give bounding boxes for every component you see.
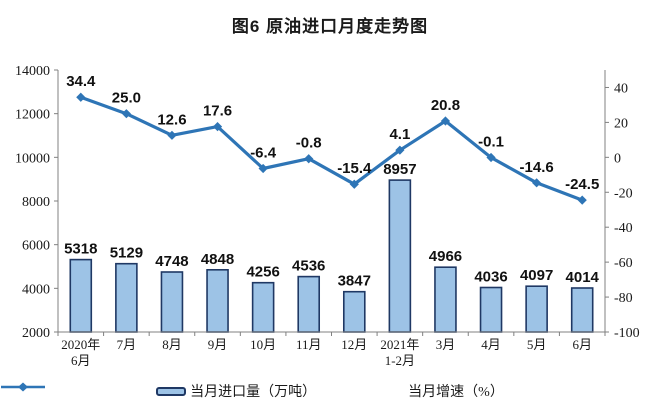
y-axis-left-tick-label: 8000 <box>22 195 50 210</box>
y-axis-right-tick-label: 40 <box>614 81 628 96</box>
line-value-label: 34.4 <box>66 73 96 90</box>
chart-legend: 当月进口量（万吨） 当月增速（%） <box>0 381 660 401</box>
chart-title: 图6 原油进口月度走势图 <box>231 17 429 36</box>
x-axis-category-label: 1-2月 <box>385 353 415 368</box>
x-axis-category-label: 12月 <box>341 337 367 352</box>
bar-value-label: 4966 <box>429 248 462 265</box>
x-axis-category-label: 7月 <box>117 337 137 352</box>
y-axis-left-tick-label: 12000 <box>15 108 50 123</box>
y-axis-left-tick-label: 6000 <box>22 239 50 254</box>
bar-7 <box>388 179 412 333</box>
y-axis-right-tick-label: -100 <box>614 326 640 341</box>
line-value-label: 25.0 <box>112 90 141 107</box>
bar-6 <box>342 290 366 333</box>
bar-9 <box>479 286 503 333</box>
line-marker <box>304 154 314 164</box>
line-value-label: 20.8 <box>431 97 460 114</box>
line-value-label: -6.4 <box>250 145 277 162</box>
x-axis-category-label: 8月 <box>162 337 182 352</box>
legend-line-marker <box>18 382 28 392</box>
y-axis-right-tick-label: -80 <box>614 291 633 306</box>
line-marker <box>440 116 451 126</box>
legend-label-imports: 当月进口量（万吨） <box>190 385 317 400</box>
y-axis-right-tick-label: 0 <box>614 151 621 166</box>
x-axis-category-label: 4月 <box>481 337 501 352</box>
line-value-label: -0.8 <box>296 135 322 152</box>
bar-0 <box>69 258 93 333</box>
x-axis-category-label: 2020年 <box>61 337 100 352</box>
bar-10 <box>525 285 548 333</box>
line-marker <box>577 195 587 205</box>
bar-value-label: 4097 <box>520 267 553 284</box>
line-value-label: 17.6 <box>203 103 232 120</box>
line-marker <box>395 145 405 155</box>
y-axis-left-tick-label: 14000 <box>15 64 50 79</box>
bar-value-label: 5129 <box>110 245 143 262</box>
bar-11 <box>570 287 594 333</box>
x-axis-category-label: 5月 <box>527 337 547 352</box>
line-value-label: -24.5 <box>565 176 599 193</box>
line-marker <box>349 179 359 189</box>
line-series-swatch-icon <box>1 382 45 392</box>
line-marker <box>76 92 86 102</box>
bar-value-label: 4036 <box>474 269 507 286</box>
line-value-label: 12.6 <box>157 111 186 128</box>
bar-8 <box>434 266 457 333</box>
line-value-label: -0.1 <box>478 134 504 151</box>
line-value-label: -14.6 <box>520 159 554 176</box>
legend-item-imports: 当月进口量（万吨） <box>156 381 316 401</box>
y-axis-right-tick-label: 20 <box>614 116 628 131</box>
bar-value-label: 4536 <box>292 258 325 275</box>
x-axis-category-label: 2021年 <box>380 337 419 352</box>
growth-line-series <box>79 95 584 202</box>
bar-1 <box>115 262 138 333</box>
y-axis-left-tick-label: 10000 <box>15 151 50 166</box>
bar-series-swatch-icon <box>156 386 187 396</box>
y-axis-right-tick-label: -60 <box>614 256 633 271</box>
x-axis-category-label: 3月 <box>436 337 456 352</box>
bar-value-label: 3847 <box>338 273 371 290</box>
line-marker <box>532 178 542 188</box>
bar-value-label: 5318 <box>64 241 97 258</box>
legend-item-growth: 当月增速（%） <box>1 381 504 401</box>
bar-3 <box>206 268 229 333</box>
x-axis-category-label: 9月 <box>208 337 228 352</box>
bar-2 <box>160 271 184 333</box>
bar-value-label: 8957 <box>383 161 416 178</box>
bar-5 <box>297 275 321 333</box>
line-marker <box>258 163 268 174</box>
x-axis-category-label: 6月 <box>71 353 91 368</box>
line-marker <box>121 109 131 119</box>
bar-4 <box>251 281 275 333</box>
bar-value-label: 4256 <box>246 264 279 281</box>
bar-value-label: 4014 <box>566 269 600 286</box>
line-marker <box>486 152 496 163</box>
bar-value-label: 4848 <box>201 251 234 268</box>
y-axis-left-tick-label: 2000 <box>22 326 50 341</box>
legend-label-growth: 当月增速（%） <box>408 385 504 400</box>
x-axis-category-label: 6月 <box>572 337 592 352</box>
line-value-label: -15.4 <box>337 160 372 177</box>
line-marker <box>212 121 223 132</box>
x-axis-category-label: 10月 <box>250 337 276 352</box>
line-value-label: 4.1 <box>389 126 410 143</box>
x-axis-category-label: 11月 <box>296 337 322 352</box>
y-axis-left-tick-label: 4000 <box>22 282 50 297</box>
y-axis-right-tick-label: -40 <box>614 221 633 236</box>
bar-value-label: 4748 <box>155 253 188 270</box>
y-axis-right-tick-label: -20 <box>614 186 633 201</box>
line-marker <box>167 130 177 140</box>
